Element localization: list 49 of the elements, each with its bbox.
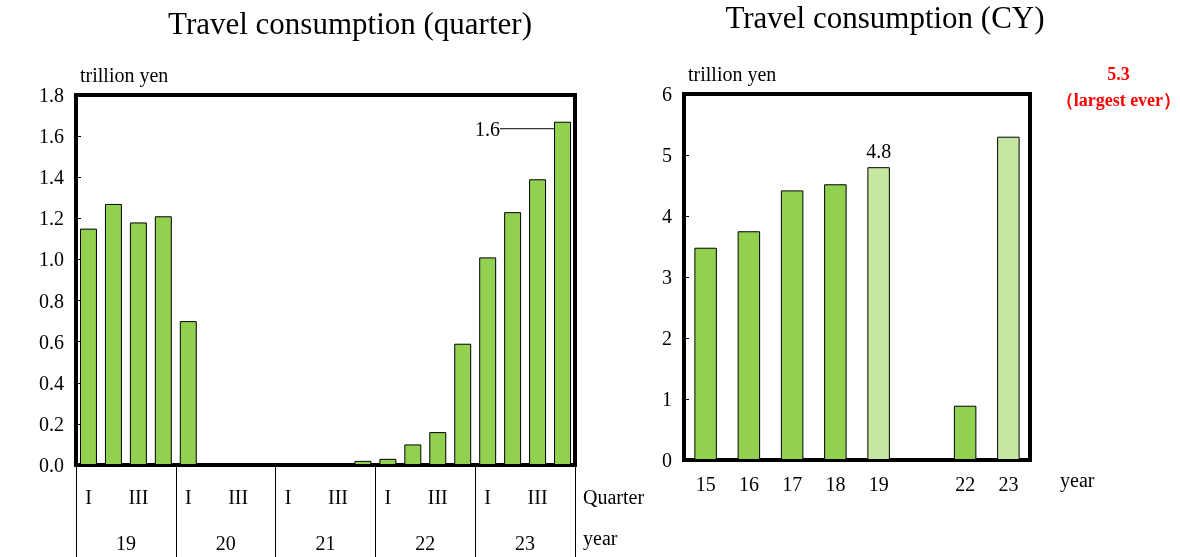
y-tick-label: 0.8 [39, 289, 64, 312]
x-tick-label: III [128, 486, 149, 508]
x-tick-label: I [484, 486, 492, 508]
x-tick-label: 17 [782, 473, 803, 495]
y-axis-title: trillion yen [80, 64, 169, 87]
x-tick-label: 18 [825, 473, 846, 495]
text: 21 [315, 532, 336, 554]
y-tick-label: 2 [662, 327, 672, 349]
y-tick-label: 0.0 [39, 454, 64, 476]
y-tick-label: 0.6 [39, 330, 64, 353]
x-tick-label: 19 [868, 473, 889, 495]
y-tick-label: 1 [662, 388, 672, 410]
x-tick-label: III [327, 486, 348, 508]
y-tick-label: 3 [662, 266, 672, 288]
y-tick-label: 6 [662, 83, 672, 105]
x-tick-label: I [284, 486, 292, 508]
x-axis-title: Quarter [583, 486, 645, 508]
x-tick-label: 15 [695, 473, 716, 495]
y-tick-label: 0.2 [39, 412, 64, 435]
y-tick-label: 1.2 [39, 207, 64, 230]
y-tick-label: 5 [662, 144, 672, 166]
y-tick-label: 0.4 [39, 371, 64, 394]
text: 22 [415, 532, 436, 554]
y-tick-label: 1.8 [39, 84, 64, 106]
x-tick-label: I [384, 486, 392, 508]
data-label: 4.8 [866, 140, 892, 163]
y-tick-label: 1.6 [39, 125, 64, 148]
text: 19 [115, 532, 136, 554]
x-tick-label: III [228, 486, 249, 508]
x-tick-label: I [85, 486, 92, 508]
text: 23 [515, 532, 536, 554]
y-tick-label: 1.0 [39, 248, 64, 271]
x-tick-label: 16 [738, 473, 759, 495]
text: year [583, 527, 618, 550]
text: 5.3 （largest ever） [1055, 63, 1180, 110]
x-tick-label: 22 [955, 473, 976, 495]
x-tick-label: I [184, 486, 192, 508]
text: 20 [215, 532, 236, 554]
x-axis-title: year [1060, 469, 1095, 492]
y-axis-title: trillion yen [688, 63, 777, 86]
annotation: 1.6 [475, 117, 501, 140]
chart-title: Travel consumption (quarter) [168, 6, 532, 41]
x-tick-label: III [527, 486, 548, 508]
x-tick-label: III [427, 486, 448, 508]
y-tick-label: 1.4 [39, 166, 64, 189]
chart-title: Travel consumption (CY) [725, 0, 1045, 35]
y-tick-label: 0 [662, 449, 672, 471]
x-tick-label: 23 [998, 473, 1019, 495]
y-tick-label: 4 [662, 205, 672, 227]
